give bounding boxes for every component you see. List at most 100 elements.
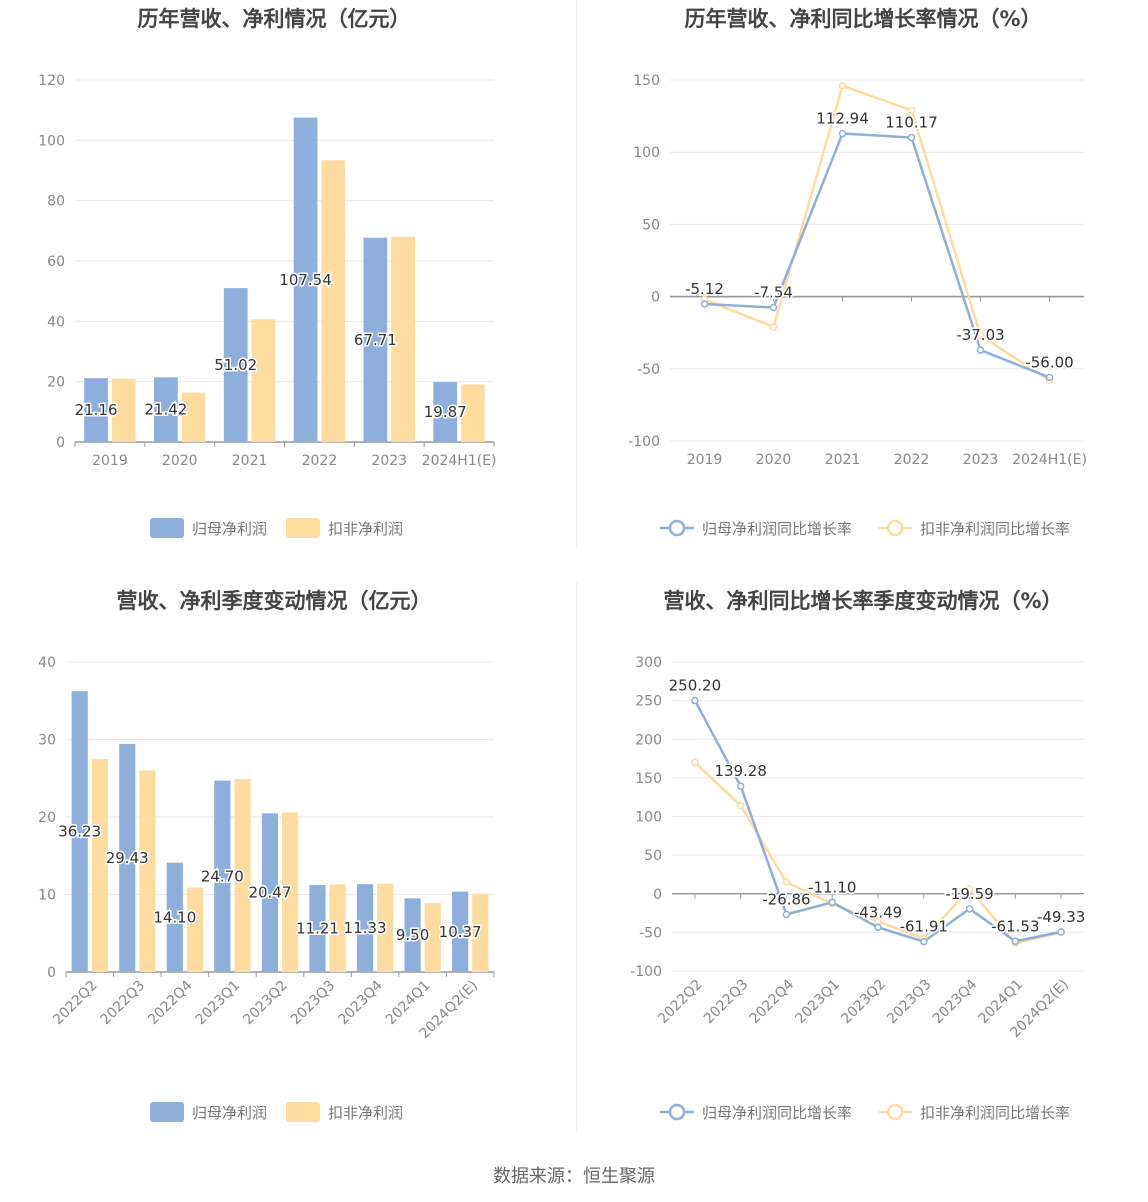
series-line-annual-growth-s2 — [704, 84, 1051, 382]
bar-quarterly-values-s1 — [71, 691, 88, 972]
data-label: 36.23 — [58, 823, 101, 841]
data-label: 10.37 — [439, 923, 482, 941]
x-tick-label: 2019 — [687, 452, 723, 468]
legend-label: 扣非净利润同比增长率 — [920, 1104, 1070, 1122]
y-tick-label: 150 — [635, 771, 662, 787]
x-tick-label: 2022Q2 — [655, 977, 706, 1028]
data-label: 9.50 — [396, 926, 429, 944]
legend-label: 归母净利润 — [192, 1104, 267, 1122]
point-annual-growth-s1 — [838, 129, 847, 138]
data-label: 11.33 — [344, 919, 387, 937]
bar-annual-values-s1 — [293, 117, 318, 442]
point-quarterly-growth-s1 — [1057, 928, 1065, 936]
x-tick-label: 2023Q3 — [884, 977, 935, 1028]
legend-label: 归母净利润 — [192, 520, 267, 538]
y-tick-label: 30 — [38, 733, 56, 749]
data-label: 51.02 — [214, 356, 257, 374]
point-quarterly-growth-s1 — [874, 923, 882, 932]
x-tick-label: 2022Q3 — [701, 977, 752, 1028]
legend-label: 扣非净利润同比增长率 — [920, 520, 1070, 538]
panel-quarterly-values: 营收、净利季度变动情况（亿元） 0 10 20 30 40 2022Q2 2022Q3 2022… — [0, 582, 574, 1162]
x-tick-label: 2023 — [371, 453, 407, 469]
x-tick-label: 2022Q4 — [145, 977, 196, 1028]
data-label: -61.91 — [900, 918, 948, 936]
x-tick-label: 2022 — [302, 453, 338, 469]
y-tick-label: -100 — [630, 964, 662, 980]
point-quarterly-growth-s2 — [691, 758, 699, 767]
bar-quarterly-values-s2 — [329, 884, 346, 972]
bar-quarterly-values-s1 — [356, 884, 374, 972]
x-tick-label: 2023Q4 — [335, 977, 386, 1028]
y-tick-label: 40 — [38, 655, 56, 671]
data-label: -19.59 — [945, 885, 993, 903]
vertical-divider-top — [576, 0, 577, 550]
data-label: -5.12 — [685, 280, 724, 298]
bar-annual-values-s1 — [84, 378, 108, 442]
bar-quarterly-values-s2 — [91, 758, 108, 972]
x-tick-label: 2021 — [232, 453, 268, 469]
legend-marker — [668, 519, 686, 537]
y-tick-label: 150 — [633, 73, 660, 89]
bar-quarterly-values-s1 — [214, 780, 231, 972]
series-line-annual-growth-s1 — [704, 132, 1050, 379]
y-tick-label: 0 — [653, 887, 662, 903]
point-annual-growth-s1 — [700, 300, 709, 308]
x-tick-label: 2022Q2 — [50, 978, 101, 1029]
bar-annual-values-s1 — [363, 237, 388, 442]
y-tick-label: 200 — [635, 732, 662, 748]
data-label: 250.20 — [669, 676, 722, 694]
chart-title: 历年营收、净利同比增长率情况（%） — [684, 7, 1041, 31]
x-tick-label: 2023Q3 — [288, 978, 339, 1029]
data-label: -7.54 — [754, 283, 793, 301]
x-tick-label: 2023Q2 — [240, 978, 291, 1029]
bar-annual-values-s2 — [391, 236, 415, 442]
legend-marker — [668, 1103, 686, 1121]
y-tick-label: 0 — [651, 290, 660, 306]
point-quarterly-growth-s2 — [965, 885, 974, 893]
bar-annual-values-s2 — [181, 392, 206, 442]
x-tick-label: 2023Q1 — [193, 978, 244, 1029]
bar-annual-values-s2 — [111, 378, 136, 442]
x-tick-label: 2020 — [162, 453, 198, 469]
chart-title: 营收、净利季度变动情况（亿元） — [117, 589, 432, 613]
data-label: -11.10 — [808, 878, 856, 896]
y-tick-label: 100 — [635, 810, 662, 826]
y-tick-label: 300 — [635, 655, 662, 671]
legend-label: 归母净利润同比增长率 — [702, 520, 852, 538]
point-quarterly-growth-s2 — [736, 801, 745, 810]
legend-label: 归母净利润同比增长率 — [702, 1104, 852, 1122]
data-label: -61.53 — [991, 917, 1039, 935]
point-annual-growth-s2 — [769, 323, 778, 331]
chart-annual-values: 历年营收、净利情况（亿元） 0 20 40 60 80 100 120 2019 2020 2021… — [38, 7, 497, 538]
chart-title: 历年营收、净利情况（亿元） — [138, 7, 411, 31]
data-label: 24.70 — [201, 867, 244, 885]
point-annual-growth-s1 — [907, 133, 916, 142]
y-tick-label: -100 — [628, 434, 660, 450]
y-tick-label: 20 — [47, 375, 65, 391]
chart-annual-growth: 历年营收、净利同比增长率情况（%） -100 -50 0 50 100 150 2019 202… — [628, 7, 1087, 538]
data-label: 139.28 — [714, 762, 767, 780]
legend-swatch — [150, 1102, 184, 1122]
bar-quarterly-values-s1 — [261, 813, 278, 972]
x-tick-label: 2023 — [963, 452, 999, 468]
data-label: 67.71 — [354, 331, 397, 349]
y-tick-label: 10 — [38, 888, 56, 904]
bar-annual-values-s2 — [251, 319, 276, 442]
y-tick-label: 100 — [633, 145, 660, 161]
legend-marker — [886, 519, 904, 537]
y-tick-label: 80 — [47, 194, 65, 210]
panel-annual-values: 历年营收、净利情况（亿元） 0 20 40 60 80 100 120 2019 2020 2021… — [0, 0, 574, 580]
point-annual-growth-s1 — [976, 346, 985, 354]
panel-quarterly-growth: 营收、净利同比增长率季度变动情况（%） -100 -50 0 50 100 150 200 25… — [574, 582, 1148, 1162]
y-tick-label: 60 — [47, 254, 65, 270]
x-tick-label: 2024H1(E) — [422, 453, 497, 469]
data-label: 29.43 — [106, 849, 149, 867]
x-tick-label: 2023Q2 — [838, 977, 889, 1028]
legend-label: 扣非净利润 — [328, 520, 403, 538]
bar-quarterly-values-s2 — [139, 770, 156, 972]
point-annual-growth-s1 — [769, 303, 778, 312]
x-tick-label: 2024H1(E) — [1012, 452, 1087, 468]
y-tick-label: 250 — [635, 694, 662, 710]
point-annual-growth-s2 — [976, 331, 985, 340]
data-label: 107.54 — [279, 271, 332, 289]
